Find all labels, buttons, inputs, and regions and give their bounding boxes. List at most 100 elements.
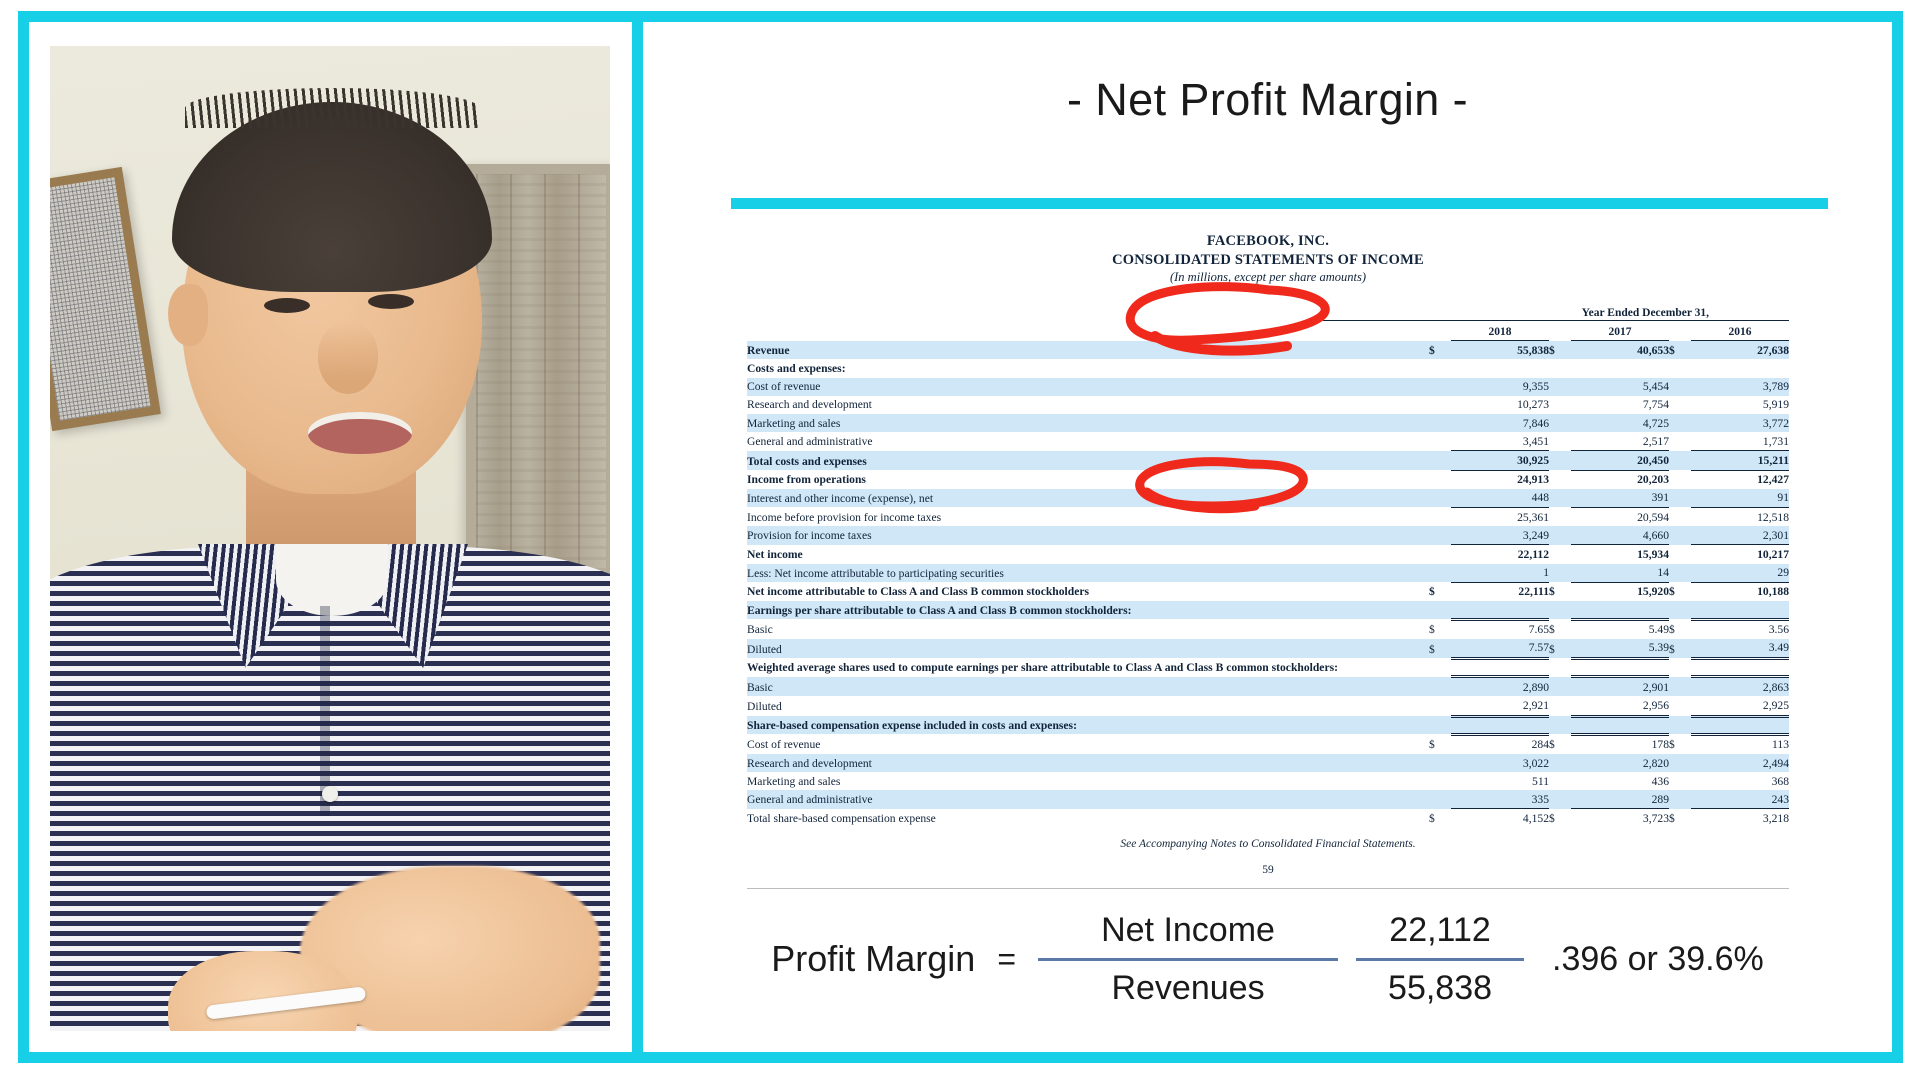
cell-2016: 113 bbox=[1772, 738, 1789, 752]
cell-2017: 5,454 bbox=[1642, 380, 1669, 394]
currency-symbol bbox=[1669, 470, 1691, 489]
cell-2018: 335 bbox=[1531, 792, 1549, 806]
currency-symbol bbox=[1429, 696, 1451, 716]
webcam-video[interactable] bbox=[50, 46, 610, 1031]
currency-symbol bbox=[1429, 414, 1451, 432]
cell-2017: 5.39 bbox=[1571, 638, 1669, 660]
cell-2017: 14 bbox=[1657, 566, 1669, 580]
cell-2018: 3,022 bbox=[1522, 756, 1549, 770]
cell-2016: 2,494 bbox=[1762, 756, 1789, 770]
formula-numerator-value: 22,112 bbox=[1389, 911, 1491, 950]
row-label: Provision for income taxes bbox=[747, 529, 872, 543]
formula-number-fraction-bar bbox=[1356, 957, 1525, 961]
cell-2016: 3.56 bbox=[1768, 623, 1789, 637]
table-row: Research and development 10,273 7,754 5,919 bbox=[747, 396, 1789, 414]
currency-symbol bbox=[1669, 601, 1691, 619]
cell-2016 bbox=[1691, 658, 1789, 679]
currency-symbol bbox=[1549, 359, 1571, 377]
cell-2017: 40,653 bbox=[1637, 343, 1669, 357]
table-row: Basic 2,890 2,901 2,863 bbox=[747, 676, 1789, 697]
table-row: Net income attributable to Class A and C… bbox=[747, 581, 1789, 601]
cell-2016: 5,919 bbox=[1762, 398, 1789, 412]
currency-symbol: $ bbox=[1549, 585, 1555, 599]
currency-symbol bbox=[1429, 378, 1451, 396]
statement-header: FACEBOOK, INC. CONSOLIDATED STATEMENTS O… bbox=[747, 232, 1789, 285]
statement-company: FACEBOOK, INC. bbox=[1206, 233, 1330, 249]
income-statement-table: 2018 2017 2016 Revenue $55,838 $40,653 $27,638… bbox=[747, 323, 1789, 828]
currency-symbol bbox=[1429, 716, 1451, 734]
table-row: General and administrative 335 289 243 bbox=[747, 790, 1789, 809]
currency-symbol: $ bbox=[1669, 812, 1675, 826]
table-row: Cost of revenue $284 $178 $113 bbox=[747, 734, 1789, 754]
title-accent-rule bbox=[731, 198, 1828, 209]
currency-symbol bbox=[1669, 359, 1691, 377]
cell-2018: 25,361 bbox=[1451, 506, 1549, 527]
row-label: Cost of revenue bbox=[747, 380, 821, 394]
cell-2018: 22,111 bbox=[1451, 581, 1549, 601]
table-row: Interest and other income (expense), net… bbox=[747, 488, 1789, 508]
formula-result: .396 or 39.6% bbox=[1552, 939, 1764, 978]
row-label: Income from operations bbox=[747, 473, 866, 487]
currency-symbol bbox=[1429, 526, 1451, 545]
table-year-header-row: 2018 2017 2016 bbox=[747, 323, 1789, 342]
table-row: Income before provision for income taxes… bbox=[747, 506, 1789, 527]
currency-symbol bbox=[1669, 658, 1691, 676]
cell-2017: 2,517 bbox=[1642, 434, 1669, 448]
currency-symbol bbox=[1429, 754, 1451, 772]
cell-2016: 2,301 bbox=[1762, 528, 1789, 542]
table-row: Costs and expenses: bbox=[747, 359, 1789, 377]
cell-2018: 2,890 bbox=[1522, 680, 1549, 694]
formula-label: Profit Margin bbox=[771, 938, 976, 979]
year-header-spacer bbox=[747, 323, 1429, 341]
currency-symbol bbox=[1669, 451, 1691, 470]
panel-divider bbox=[632, 11, 643, 1063]
currency-symbol bbox=[1669, 396, 1691, 414]
currency-symbol bbox=[1429, 396, 1451, 414]
currency-symbol bbox=[1669, 432, 1691, 451]
currency-symbol: $ bbox=[1549, 738, 1555, 752]
cell-2017: 4,725 bbox=[1642, 416, 1669, 430]
cell-2017: 2,956 bbox=[1571, 696, 1669, 718]
row-label: Interest and other income (expense), net bbox=[747, 491, 934, 505]
cell-2016: 2,863 bbox=[1762, 680, 1789, 694]
row-label: Total costs and expenses bbox=[747, 454, 867, 468]
cell-2017: 3,723 bbox=[1571, 808, 1669, 828]
cell-2016 bbox=[1691, 716, 1789, 736]
currency-symbol bbox=[1429, 772, 1451, 790]
cell-2016: 10,217 bbox=[1691, 544, 1789, 564]
webcam-panel[interactable] bbox=[29, 22, 632, 1052]
currency-symbol bbox=[1429, 545, 1451, 564]
formula-denominator-word: Revenues bbox=[1111, 968, 1265, 1007]
column-header-2018: 2018 bbox=[1451, 323, 1549, 342]
cell-2018: 7,846 bbox=[1522, 416, 1549, 430]
row-label: Less: Net income attributable to partici… bbox=[747, 566, 1004, 580]
row-label: Marketing and sales bbox=[747, 416, 841, 430]
row-label: Basic bbox=[747, 623, 773, 637]
cell-2018: 22,112 bbox=[1451, 544, 1549, 564]
currency-symbol bbox=[1669, 696, 1691, 716]
shirt-placket bbox=[320, 606, 330, 816]
cell-2016: 368 bbox=[1771, 774, 1789, 788]
formula-number-fraction: 22,112 55,838 bbox=[1356, 910, 1525, 1007]
year-header-currency-2 bbox=[1669, 323, 1691, 341]
row-label: Weighted average shares used to compute … bbox=[747, 661, 1338, 675]
currency-symbol bbox=[1549, 754, 1571, 772]
cell-2016: 243 bbox=[1771, 792, 1789, 806]
statement-footnote: See Accompanying Notes to Consolidated F… bbox=[1120, 837, 1416, 850]
currency-symbol: $ bbox=[1549, 812, 1555, 826]
cell-2018: 9,355 bbox=[1522, 380, 1549, 394]
currency-symbol bbox=[1429, 677, 1451, 697]
cell-2018: 1 bbox=[1543, 566, 1549, 580]
cell-2017: 5.49 bbox=[1648, 623, 1669, 637]
currency-symbol: $ bbox=[1669, 738, 1675, 752]
cell-2018 bbox=[1451, 359, 1549, 377]
cell-2016: 10,188 bbox=[1691, 581, 1789, 601]
column-header-2016: 2016 bbox=[1691, 323, 1789, 342]
cell-2017 bbox=[1571, 658, 1669, 679]
cell-2018: 7.65 bbox=[1528, 623, 1549, 637]
table-row: Cost of revenue 9,355 5,454 3,789 bbox=[747, 377, 1789, 396]
row-label: Cost of revenue bbox=[747, 738, 821, 752]
table-row: Less: Net income attributable to partici… bbox=[747, 563, 1789, 583]
cell-2017: 4,660 bbox=[1642, 528, 1669, 542]
row-label: Net income attributable to Class A and C… bbox=[747, 585, 1090, 599]
